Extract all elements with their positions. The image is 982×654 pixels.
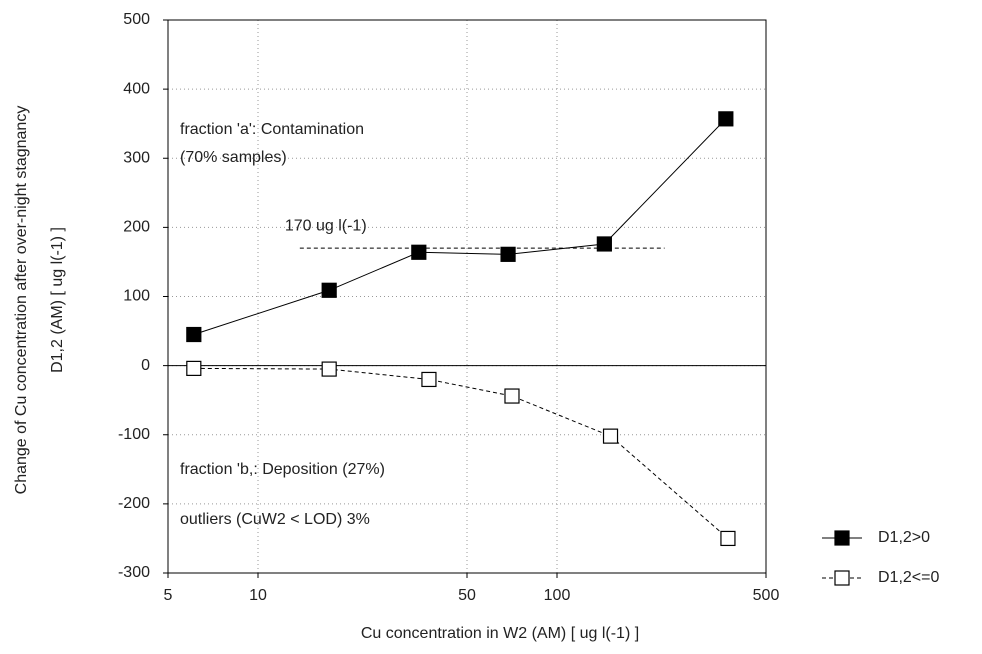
marker (602, 428, 619, 444)
x-tick-label: 10 (249, 587, 267, 604)
y-tick-label: 100 (123, 288, 150, 305)
annotation: fraction 'a': Contamination (180, 121, 364, 138)
x-tick-label: 50 (458, 587, 476, 604)
y-tick-label: -200 (118, 495, 150, 512)
legend-label: D1,2<=0 (878, 569, 939, 586)
annotation: outliers (CuW2 < LOD) 3% (180, 511, 370, 528)
y-tick-label: 200 (123, 219, 150, 236)
marker (186, 360, 202, 376)
series-line (193, 118, 727, 335)
y-tick-label: 400 (123, 80, 150, 97)
marker (504, 388, 520, 404)
y-tick-label: -100 (118, 426, 150, 443)
y-tick-label: -300 (118, 564, 150, 581)
plot-frame (167, 19, 767, 574)
marker (421, 371, 437, 388)
marker (718, 111, 734, 127)
marker (411, 244, 427, 260)
marker (834, 530, 850, 546)
x-axis-label: Cu concentration in W2 (AM) [ ug l(-1) ] (361, 625, 639, 642)
reference-label: 170 ug l(-1) (285, 217, 367, 234)
y-tick-label: 300 (123, 149, 150, 166)
marker (834, 570, 850, 586)
marker (500, 246, 516, 262)
y-axis-label: Change of Cu concentration after over-ni… (13, 106, 30, 495)
legend-label: D1,2>0 (878, 529, 930, 546)
series-line (193, 367, 729, 539)
x-tick-label: 5 (164, 587, 173, 604)
y-tick-label: 500 (123, 11, 150, 28)
marker (321, 282, 337, 298)
y-axis-label: D1,2 (AM) [ ug l(-1) ] (49, 227, 66, 373)
marker (596, 236, 612, 252)
marker (186, 326, 202, 343)
y-tick-label: 0 (141, 357, 150, 374)
x-tick-label: 100 (544, 587, 571, 604)
marker (321, 361, 337, 377)
annotation: (70% samples) (180, 149, 287, 166)
marker (720, 530, 736, 547)
annotation: fraction 'b,: Deposition (27%) (180, 461, 385, 478)
x-tick-label: 500 (753, 587, 780, 604)
